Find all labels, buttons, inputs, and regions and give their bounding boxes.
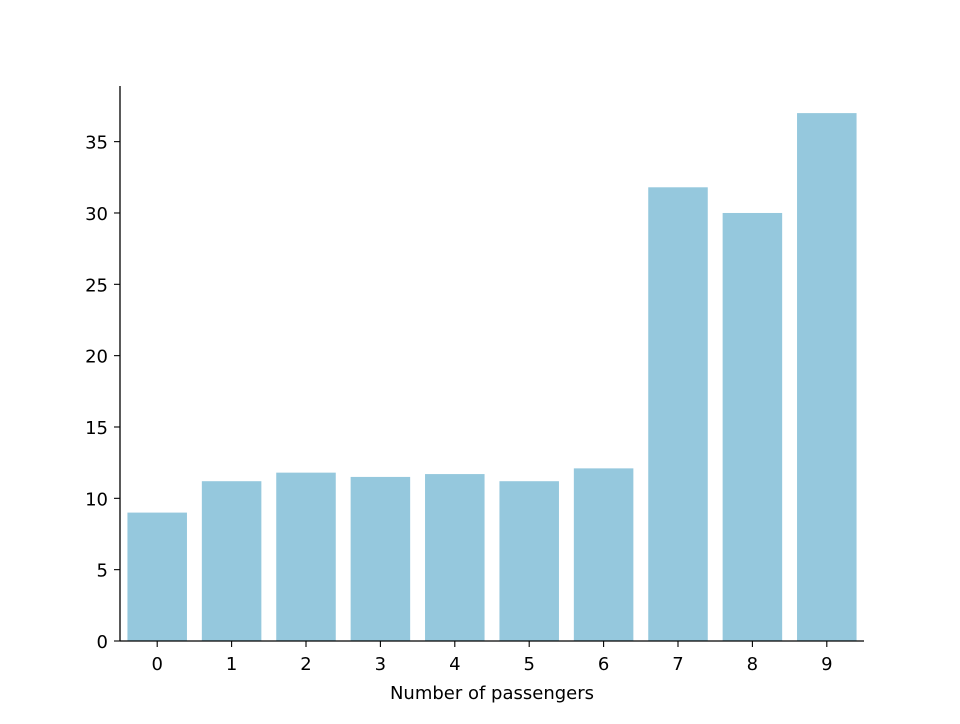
x-tick-label-6: 6 xyxy=(598,654,609,675)
bar-9 xyxy=(797,113,857,641)
bar-7 xyxy=(648,187,708,641)
bar-8 xyxy=(722,212,783,641)
y-tick-label-15: 15 xyxy=(85,418,108,439)
x-ticks: 0 1 2 3 4 5 6 7 8 9 xyxy=(151,641,833,675)
bar-6 xyxy=(573,468,634,641)
x-tick-label-1: 1 xyxy=(226,654,237,675)
x-tick-label-9: 9 xyxy=(821,654,832,675)
x-tick-label-3: 3 xyxy=(375,654,386,675)
bar-4 xyxy=(425,474,485,641)
y-tick-label-5: 5 xyxy=(97,561,108,582)
bars-layer xyxy=(127,113,857,641)
x-tick-label-7: 7 xyxy=(672,654,683,675)
bar-0 xyxy=(127,512,187,641)
bar-1 xyxy=(201,481,262,641)
x-axis-label: Number of passengers xyxy=(390,683,594,704)
bar-5 xyxy=(499,481,559,641)
bar-3 xyxy=(350,476,411,641)
bar-2 xyxy=(276,472,336,641)
y-tick-label-0: 0 xyxy=(97,632,108,653)
x-tick-label-5: 5 xyxy=(523,654,534,675)
y-tick-label-35: 35 xyxy=(85,133,108,154)
y-tick-label-20: 20 xyxy=(85,347,108,368)
y-ticks: 0 5 10 15 20 25 30 35 xyxy=(85,133,120,653)
x-tick-label-0: 0 xyxy=(151,654,162,675)
x-tick-label-4: 4 xyxy=(449,654,460,675)
y-tick-label-10: 10 xyxy=(85,489,108,510)
y-tick-label-30: 30 xyxy=(85,204,108,225)
x-tick-label-2: 2 xyxy=(300,654,311,675)
x-tick-label-8: 8 xyxy=(747,654,758,675)
y-tick-label-25: 25 xyxy=(85,275,108,296)
axes-layer xyxy=(119,86,864,642)
